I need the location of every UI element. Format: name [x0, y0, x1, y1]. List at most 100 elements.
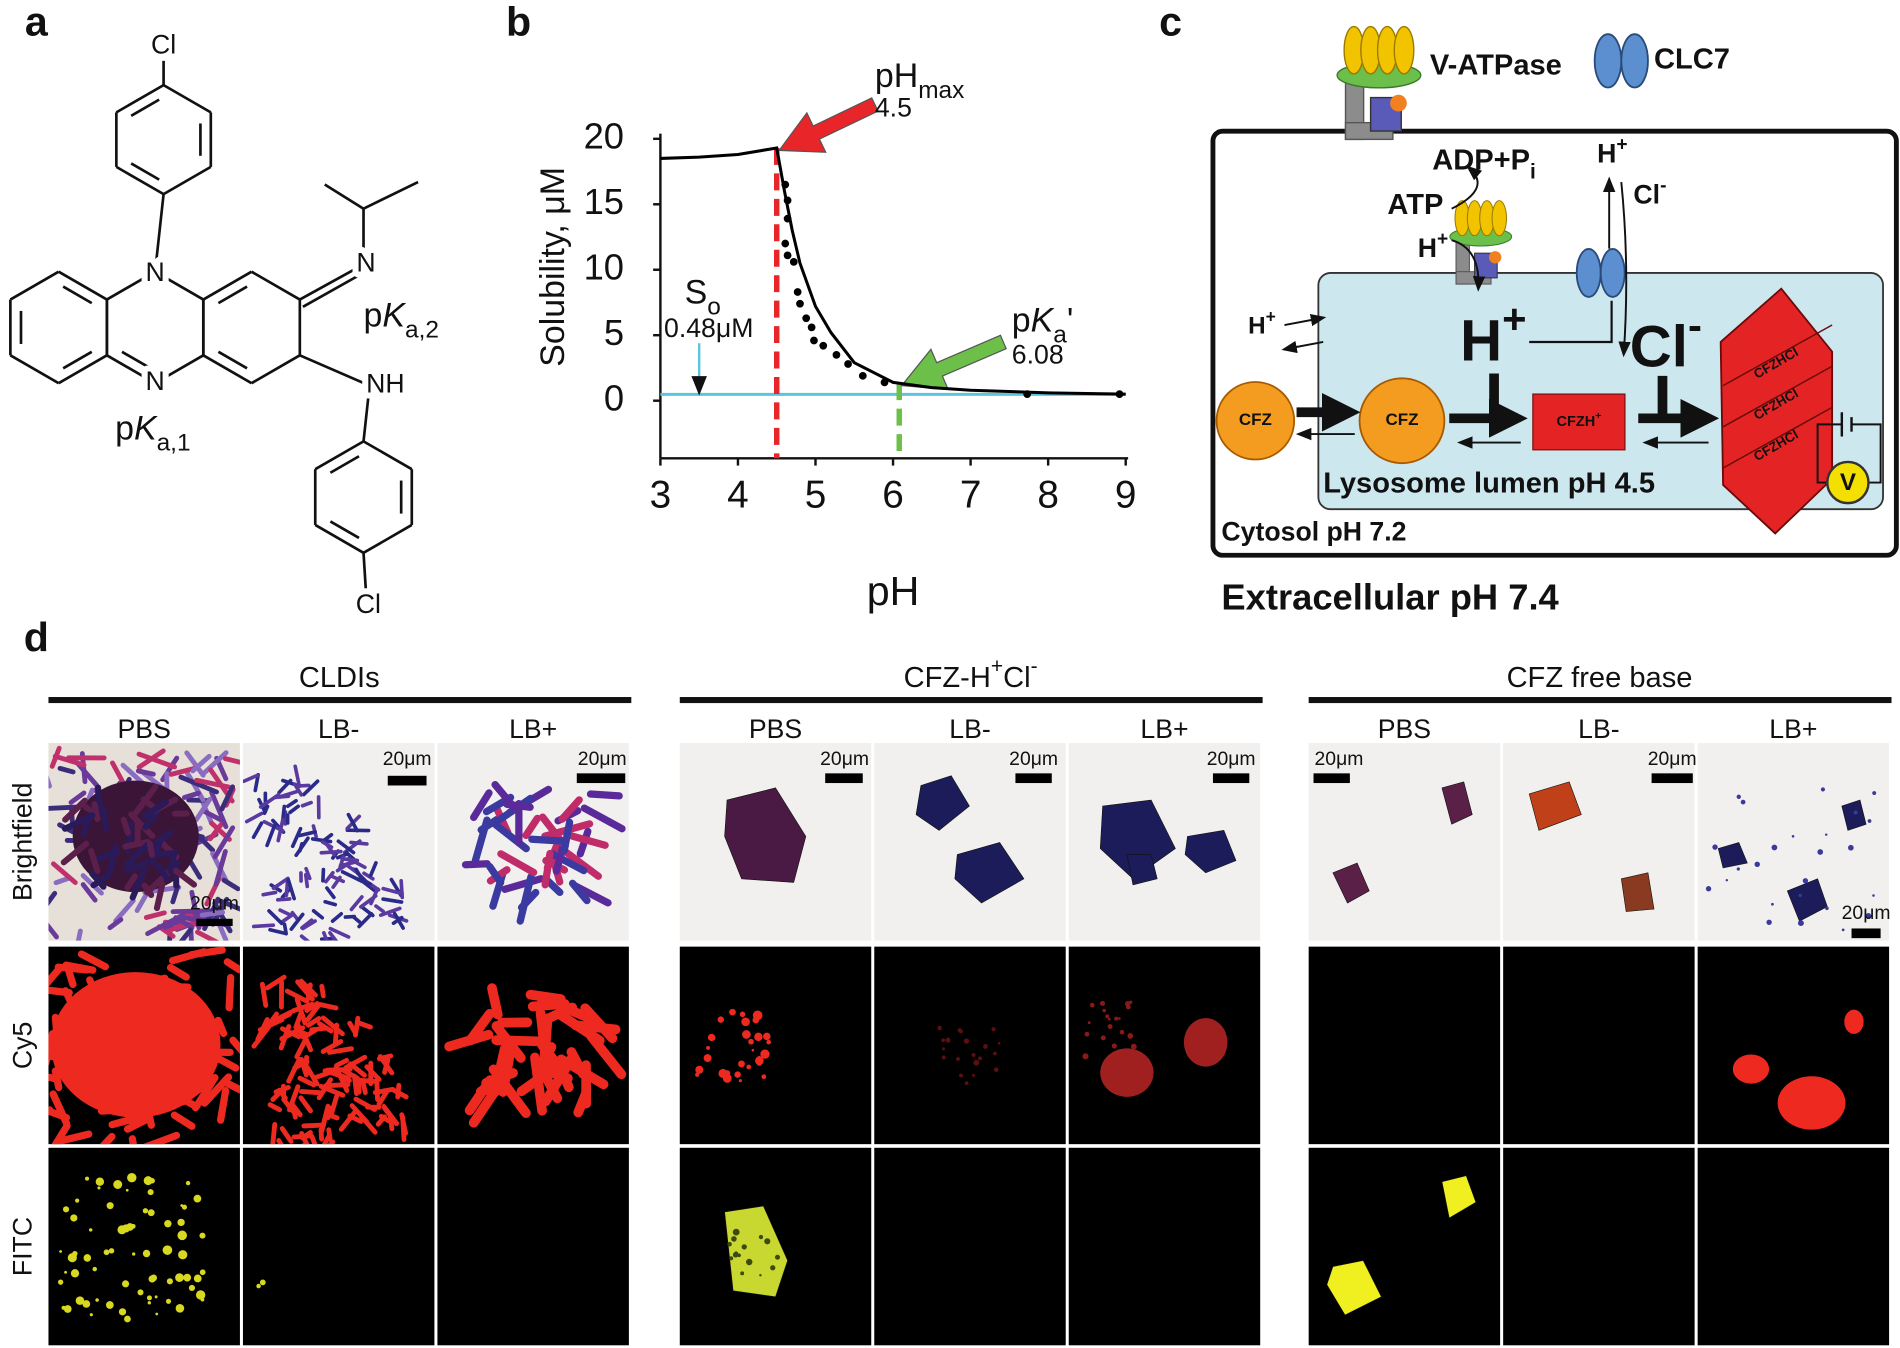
crystal — [87, 1025, 124, 1053]
crystal — [468, 1089, 499, 1128]
crystal — [358, 1113, 378, 1135]
crystal — [357, 912, 374, 929]
particle — [709, 1034, 716, 1041]
particle — [993, 1067, 999, 1072]
micrograph-content — [48, 946, 240, 1145]
crystal — [1099, 799, 1176, 880]
particle — [89, 1313, 93, 1317]
micrograph — [1308, 743, 1501, 941]
particle — [1853, 810, 1858, 815]
crystal — [323, 899, 338, 907]
scale-bar — [196, 918, 233, 927]
crystal — [1620, 872, 1655, 912]
particle — [124, 1315, 131, 1323]
particle — [142, 1249, 151, 1258]
bond — [121, 350, 152, 370]
micrograph-content — [461, 780, 626, 925]
crystal — [563, 849, 603, 880]
bond — [314, 440, 365, 471]
particle — [739, 1011, 746, 1018]
crystal — [167, 1010, 187, 1024]
crystal — [491, 1021, 526, 1063]
bond — [329, 455, 360, 474]
particle — [166, 1278, 173, 1285]
crystal — [95, 784, 103, 810]
crystal — [124, 841, 151, 868]
crystal — [49, 1090, 71, 1127]
y-tick-label: 10 — [584, 246, 624, 287]
bond — [115, 165, 165, 196]
bond — [202, 354, 253, 385]
text-part: i — [1530, 160, 1536, 183]
crystal — [51, 1122, 71, 1145]
crystal — [193, 796, 213, 823]
crystal — [321, 1134, 331, 1145]
particle — [200, 1297, 205, 1302]
scale-bar — [1651, 773, 1693, 784]
crystal — [91, 800, 101, 822]
bond — [162, 165, 212, 196]
text-part: p — [115, 409, 134, 447]
text-part: Cl — [1630, 315, 1688, 380]
particle — [748, 1038, 754, 1045]
bond — [130, 162, 160, 181]
crystal — [251, 821, 264, 840]
bond — [202, 270, 253, 301]
text-part: a,1 — [157, 429, 191, 456]
crystal — [300, 800, 313, 808]
particle — [717, 1016, 725, 1023]
crystal — [225, 973, 235, 1012]
crystal — [1841, 799, 1867, 831]
particle — [1119, 1029, 1125, 1035]
atom-label: NH — [366, 369, 404, 399]
crystal — [305, 982, 313, 1001]
y-tick-label: 20 — [584, 115, 624, 156]
crystal — [48, 922, 59, 940]
cfzh-salt — [1532, 393, 1626, 451]
particle — [132, 1252, 136, 1256]
y-tick-label: 0 — [604, 377, 624, 418]
bond — [302, 272, 362, 309]
particle — [703, 1054, 712, 1063]
crystal — [300, 918, 314, 930]
crystal — [568, 832, 609, 849]
particle — [760, 1049, 770, 1059]
crystal — [120, 816, 131, 836]
particle — [1084, 1031, 1090, 1037]
crystal — [318, 1083, 346, 1098]
crystal — [222, 756, 240, 765]
crystal — [220, 1078, 240, 1094]
crystal — [471, 816, 491, 865]
crystal — [374, 904, 385, 914]
crystal — [75, 928, 83, 941]
y-tick-label: 5 — [604, 312, 624, 353]
crystal — [74, 1046, 96, 1059]
column-label: LB- — [318, 714, 359, 744]
particle — [1736, 867, 1740, 871]
crystal — [292, 782, 304, 797]
crystal — [356, 1080, 362, 1095]
crystal — [320, 1015, 345, 1037]
text-part: + — [1437, 228, 1448, 249]
crystal — [271, 876, 290, 891]
crystal — [199, 909, 226, 918]
crystal — [169, 1063, 187, 1106]
crystal — [142, 1131, 181, 1145]
crystal — [277, 778, 293, 795]
particle — [758, 1234, 764, 1240]
text-part: - — [1688, 301, 1702, 348]
bond — [62, 350, 93, 370]
particle — [978, 1056, 982, 1061]
v-atpase-icon — [1336, 25, 1422, 141]
particle — [746, 1064, 752, 1070]
diagram-label: H+ — [1248, 306, 1276, 340]
particle — [1740, 799, 1746, 805]
crystal — [126, 1059, 146, 1091]
particle — [1817, 849, 1824, 855]
crystal — [53, 1130, 93, 1145]
scale-bar-label: 20μm — [578, 748, 627, 770]
annotation-label: pHmax — [875, 57, 964, 104]
crystal — [290, 1001, 315, 1014]
voltmeter — [1826, 460, 1870, 505]
crystal — [1332, 862, 1370, 904]
